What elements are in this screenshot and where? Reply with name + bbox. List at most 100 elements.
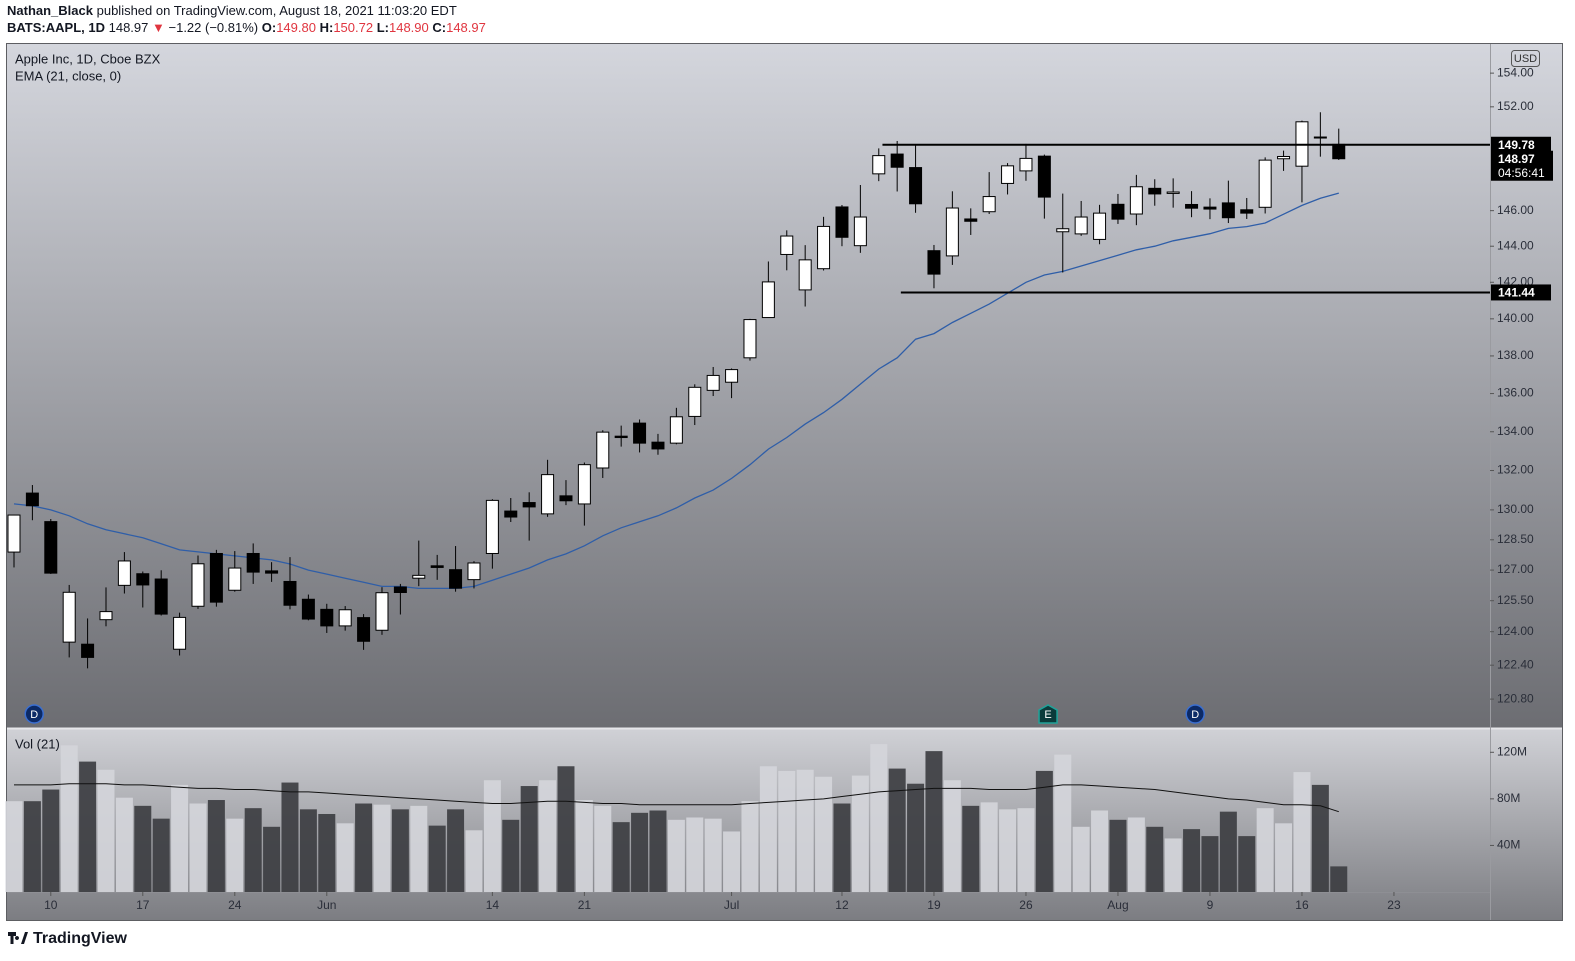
candle-body: [596, 431, 610, 469]
volume-bar: [1293, 772, 1311, 892]
candle-body: [1277, 155, 1291, 160]
candle-body: [1037, 155, 1051, 198]
y-tick-label: 130.00: [1497, 502, 1534, 516]
candle-body: [62, 591, 76, 643]
candle-body: [99, 611, 113, 621]
published: published on TradingView.com, August 18,…: [97, 3, 457, 18]
arrow: ▼: [152, 20, 165, 35]
candle-body: [1129, 186, 1143, 215]
o: 149.80: [276, 20, 316, 35]
volume-tick-label: 120M: [1497, 744, 1527, 758]
volume-bar: [115, 797, 133, 892]
candle-body: [669, 416, 683, 444]
candle-body: [191, 563, 205, 607]
candle-body: [1258, 159, 1272, 208]
x-tick-label: 10: [44, 898, 58, 912]
x-tick-label: Aug: [1107, 898, 1128, 912]
volume-bar: [1146, 826, 1164, 892]
candle-body: [890, 153, 904, 168]
volume-bar: [575, 800, 593, 892]
logo: TradingView: [8, 930, 128, 947]
candle-body: [577, 464, 591, 505]
y-tick-label: 124.00: [1497, 624, 1534, 638]
l-label: L:: [377, 20, 389, 35]
volume-bar: [649, 810, 667, 892]
candle-body: [412, 574, 426, 579]
volume-bar: [1017, 808, 1035, 892]
volume-bar: [152, 818, 170, 892]
event-label: D: [30, 709, 38, 721]
candle-body: [1221, 202, 1235, 219]
candle-body: [136, 573, 150, 586]
volume-bar: [502, 819, 520, 892]
volume-bar: [447, 809, 465, 892]
volume-bar: [925, 751, 943, 892]
volume-bar: [281, 782, 299, 892]
y-tick-label: 144.00: [1497, 238, 1534, 252]
candle-body: [853, 216, 867, 247]
y-tick-label: 120.80: [1497, 691, 1534, 705]
volume-bar: [171, 784, 189, 892]
candle-body: [559, 495, 573, 502]
c: 148.97: [446, 20, 486, 35]
volume-bar: [318, 813, 336, 892]
candle-body: [945, 207, 959, 257]
volume-bar: [1109, 819, 1127, 892]
volume-bar: [263, 826, 281, 892]
volume-bar: [723, 831, 741, 892]
candle-body: [1166, 191, 1180, 194]
candle-body: [817, 225, 831, 270]
change: −1.22 (−0.81%): [169, 20, 259, 35]
candle-body: [117, 560, 131, 586]
level-label-bg: [1491, 136, 1551, 153]
y-tick-label: 154.00: [1497, 65, 1534, 79]
volume-bar: [1054, 754, 1072, 892]
volume-bar: [907, 783, 925, 892]
x-tick-label: 21: [578, 898, 592, 912]
level-label-bg: [1491, 284, 1551, 301]
logo-text: TradingView: [33, 930, 128, 947]
candle-body: [1203, 206, 1217, 210]
volume-bar: [594, 805, 612, 892]
volume-ma: [14, 783, 1339, 813]
volume-bar: [97, 769, 115, 892]
y-tick-label: 138.00: [1497, 348, 1534, 362]
candle-body: [1001, 165, 1015, 184]
candle-body: [393, 586, 407, 594]
candle-body: [1019, 157, 1033, 172]
x-tick-label: 26: [1019, 898, 1033, 912]
currency: USD: [1514, 53, 1537, 65]
volume-bar: [42, 789, 60, 892]
y-tick-label: 146.00: [1497, 203, 1534, 217]
candle-body: [430, 565, 444, 568]
volume-bar: [557, 766, 575, 892]
candle-body: [7, 514, 21, 553]
volume-bar: [686, 817, 704, 892]
candle-body: [265, 570, 279, 574]
candle-body: [44, 521, 58, 574]
candle-body: [688, 386, 702, 417]
event-marker: D: [1185, 704, 1205, 724]
y-tick-label: 132.00: [1497, 463, 1534, 477]
candle-body: [375, 592, 389, 631]
candle-body: [725, 369, 739, 383]
volume-bar: [244, 808, 262, 892]
logo-icon: [8, 932, 28, 944]
volume-bar: [60, 745, 78, 892]
candle-body: [283, 580, 297, 606]
x-tick-label: 9: [1207, 898, 1214, 912]
volume-bar: [226, 818, 244, 892]
x-tick-label: Jun: [317, 898, 336, 912]
volume-bar: [465, 830, 483, 892]
volume-tick-label: 40M: [1497, 838, 1520, 852]
y-tick-label: 128.50: [1497, 532, 1534, 546]
volume-bar: [980, 802, 998, 892]
candle-body: [485, 499, 499, 554]
volume-bar: [741, 801, 759, 892]
candle-body: [706, 374, 720, 391]
candle-body: [1056, 228, 1070, 233]
y-tick-label: 152.00: [1497, 99, 1534, 113]
legend-title: Apple Inc, 1D, Cboe BZX: [15, 51, 161, 66]
